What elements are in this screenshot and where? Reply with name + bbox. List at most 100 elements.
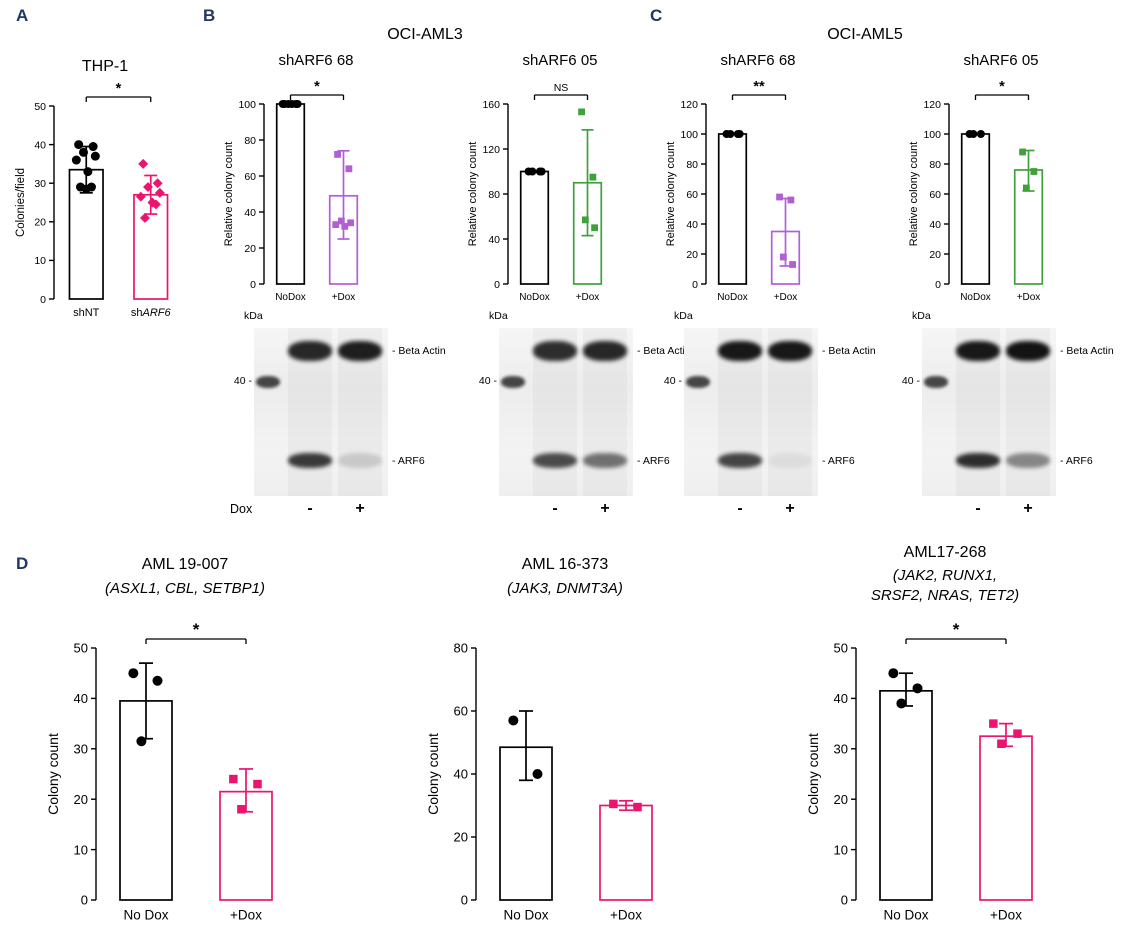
svg-text:**: **: [753, 79, 765, 95]
svg-text:160: 160: [482, 99, 500, 111]
svg-text:Relative colony count: Relative colony count: [223, 142, 235, 247]
svg-text:0: 0: [250, 279, 256, 291]
svg-text:*: *: [953, 620, 960, 639]
svg-text:shNT: shNT: [73, 307, 100, 319]
svg-text:20: 20: [834, 792, 848, 807]
chart-ociaml3-sharf6-68: 0 20 40 60 80 100 NoDox +Dox * Relative colony co…: [218, 78, 378, 314]
chart-d3-subtitle: (JAK2, RUNX1, SRSF2, NRAS, TET2): [870, 567, 1020, 605]
panel-label-b: B: [203, 6, 216, 25]
blot-image: [254, 328, 388, 496]
protein-band: [583, 341, 627, 361]
svg-text:60: 60: [454, 704, 468, 719]
svg-text:80: 80: [488, 189, 500, 201]
blot-image: [922, 328, 1056, 496]
beta-actin-label: - Beta Actin: [392, 345, 446, 357]
chart-aml-19-007: 0 10 20 30 40 50 No Dox +Dox * Colony count: [40, 614, 310, 942]
svg-text:30: 30: [834, 741, 848, 756]
svg-text:+Dox: +Dox: [576, 292, 600, 303]
protein-band: [718, 341, 762, 361]
svg-text:40: 40: [686, 219, 698, 231]
arf6-label: - ARF6: [1060, 455, 1093, 467]
kda-unit-label: kDa: [489, 310, 508, 322]
dox-minus-sign: -: [307, 500, 313, 517]
svg-text:120: 120: [482, 144, 500, 156]
panel-label-a: A: [16, 6, 29, 25]
svg-text:40: 40: [488, 234, 500, 246]
svg-text:Relative colony count: Relative colony count: [665, 142, 677, 247]
svg-text:120: 120: [680, 99, 698, 111]
svg-text:Relative colony count: Relative colony count: [908, 142, 920, 247]
protein-band: [533, 341, 577, 361]
protein-band: [338, 341, 382, 361]
svg-text:*: *: [314, 79, 320, 95]
svg-text:0: 0: [841, 893, 848, 908]
chart-d1-title: AML 19-007: [141, 556, 229, 573]
chart-d3-title: AML17-268: [903, 544, 987, 561]
svg-text:No Dox: No Dox: [503, 908, 548, 923]
western-blot-ociaml3-05: kDa 40 - - Beta Actin - ARF6 - +: [473, 310, 713, 525]
panel-label-c: C: [650, 6, 663, 25]
chart-c2-title: shARF6 05: [963, 52, 1039, 69]
svg-text:NoDox: NoDox: [717, 292, 748, 303]
protein-band: [533, 453, 577, 468]
protein-band: [1006, 341, 1050, 361]
chart-ociaml5-sharf6-05: 0 20 40 60 80 100 120 NoDox +Dox * Relative colony…: [903, 78, 1063, 314]
arf6-label: - ARF6: [392, 455, 425, 467]
svg-text:NoDox: NoDox: [519, 292, 550, 303]
protein-band: [288, 453, 332, 468]
dox-plus-sign: +: [1023, 500, 1033, 517]
svg-text:10: 10: [834, 842, 848, 857]
dox-minus-sign: -: [552, 500, 558, 517]
chart-thp1-title: THP-1: [81, 58, 129, 75]
beta-actin-label: - Beta Actin: [822, 345, 876, 357]
kda-40-marker: 40 -: [233, 375, 252, 387]
chart-ociaml5-sharf6-68: 0 20 40 60 80 100 120 NoDox +Dox ** Relative colon…: [660, 78, 820, 314]
svg-text:30: 30: [34, 178, 46, 190]
chart-ociaml3-sharf6-05: 0 40 80 120 160 NoDox +Dox NS Relative colony co…: [462, 78, 622, 314]
protein-band: [501, 376, 525, 388]
dox-minus-sign: -: [737, 500, 743, 517]
blot-image: [684, 328, 818, 496]
kda-unit-label: kDa: [244, 310, 263, 322]
svg-text:80: 80: [929, 159, 941, 171]
svg-text:80: 80: [244, 135, 256, 147]
svg-text:20: 20: [74, 792, 88, 807]
dox-row-label: Dox: [230, 502, 253, 516]
svg-text:Colony count: Colony count: [45, 733, 61, 815]
chart-aml-16-373: 0 20 40 60 80 No Dox +Dox Colony count: [420, 614, 690, 942]
svg-text:40: 40: [834, 691, 848, 706]
svg-text:30: 30: [74, 741, 88, 756]
protein-band: [256, 376, 280, 388]
svg-text:100: 100: [923, 129, 941, 141]
section-title-oci-aml5: OCI-AML5: [827, 26, 903, 43]
protein-band: [768, 453, 812, 468]
svg-text:10: 10: [34, 255, 46, 267]
svg-text:+Dox: +Dox: [990, 908, 1022, 923]
section-title-oci-aml3: OCI-AML3: [387, 26, 463, 43]
chart-d2-subtitle: (JAK3, DNMT3A): [507, 580, 623, 597]
svg-text:No Dox: No Dox: [123, 908, 168, 923]
protein-band: [718, 453, 762, 468]
protein-band: [338, 453, 382, 468]
svg-text:100: 100: [238, 99, 256, 111]
svg-text:40: 40: [454, 767, 468, 782]
western-blot-ociaml5-68: kDa 40 - - Beta Actin - ARF6 - +: [658, 310, 898, 525]
svg-text:+Dox: +Dox: [610, 908, 642, 923]
svg-text:Colony count: Colony count: [805, 733, 821, 815]
svg-text:shARF6: shARF6: [131, 307, 172, 319]
svg-text:+Dox: +Dox: [774, 292, 798, 303]
chart-b1-title: shARF6 68: [278, 52, 354, 69]
svg-text:0: 0: [935, 279, 941, 291]
svg-text:120: 120: [923, 99, 941, 111]
svg-text:*: *: [193, 620, 200, 639]
beta-actin-label: - Beta Actin: [1060, 345, 1114, 357]
svg-text:Colony count: Colony count: [425, 733, 441, 815]
kda-unit-label: kDa: [674, 310, 693, 322]
beta-actin-label: - Beta Actin: [637, 345, 691, 357]
svg-text:NoDox: NoDox: [275, 292, 306, 303]
blot-image: [499, 328, 633, 496]
chart-thp1-colonies: 0 10 20 30 40 50 shNT shARF6 * Colonies/field: [8, 78, 193, 333]
svg-text:50: 50: [34, 101, 46, 113]
protein-band: [924, 376, 948, 388]
